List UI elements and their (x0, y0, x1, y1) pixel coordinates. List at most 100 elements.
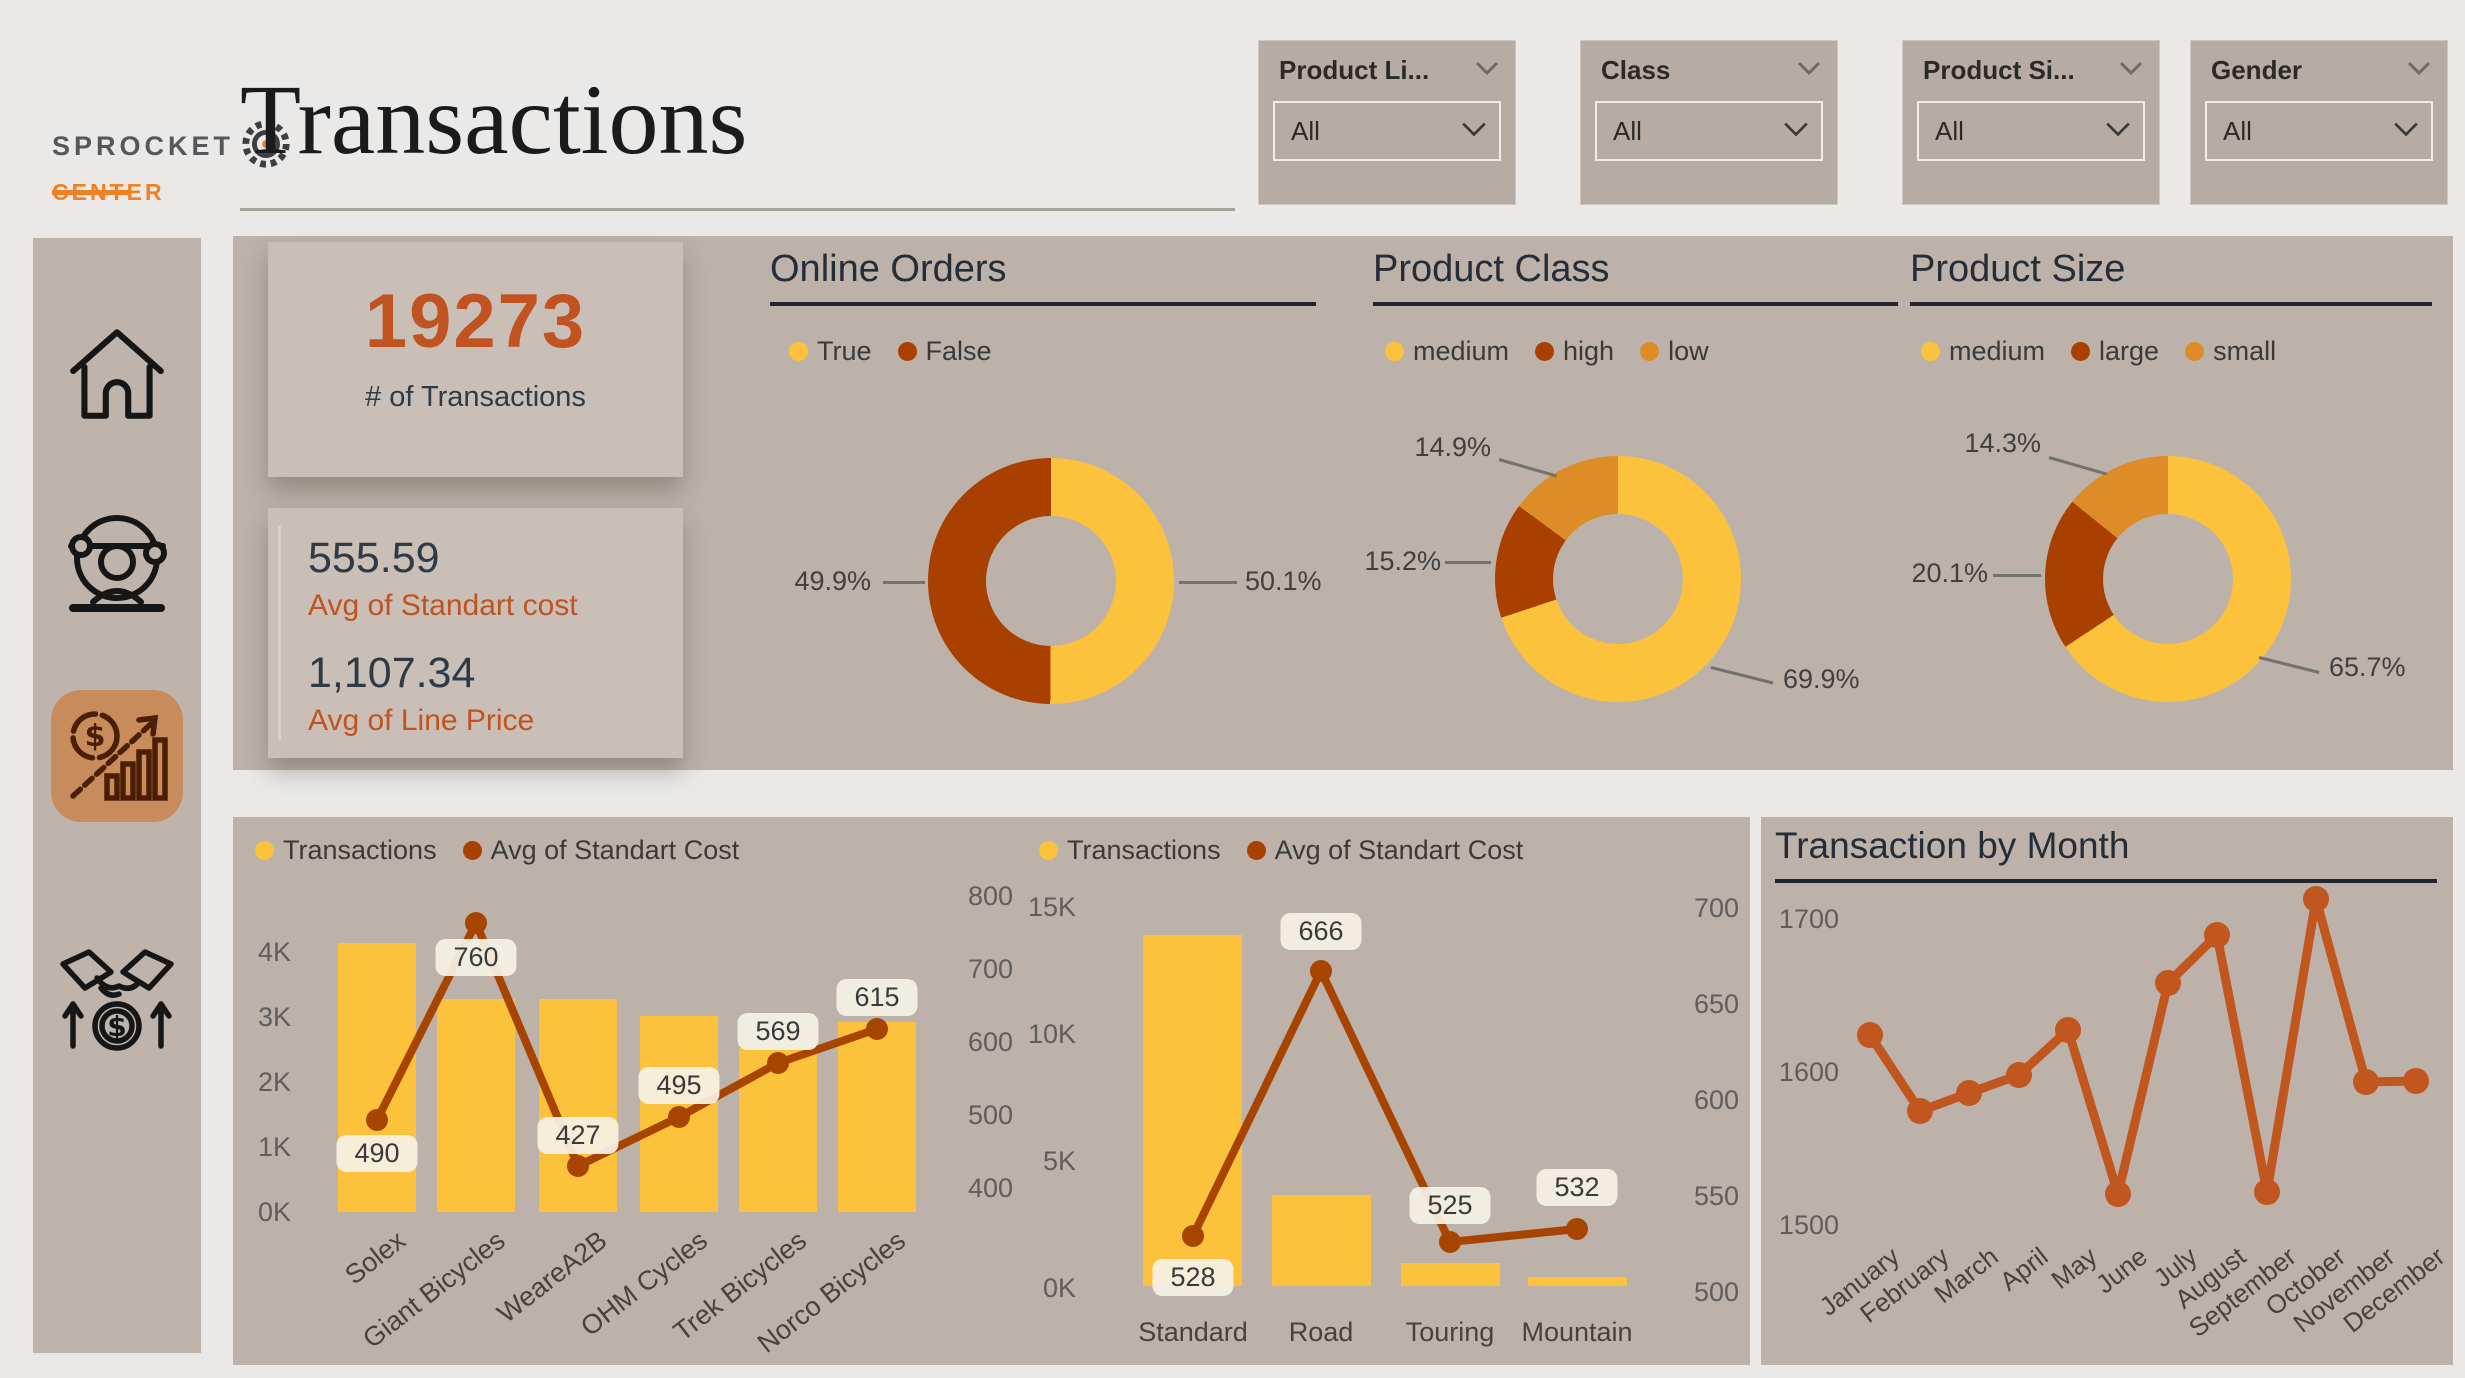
legend-label: medium (1949, 336, 2046, 366)
legend-dot-low (1640, 342, 1660, 361)
y-axis-tick: 0K (257, 1197, 291, 1227)
secondary-axis-tick: 600 (1693, 1085, 1739, 1115)
filter-dropdown[interactable]: All (1595, 101, 1823, 161)
bar-wearea2b[interactable] (539, 999, 617, 1212)
deal-handshake-icon[interactable]: $ (55, 938, 179, 1067)
online-orders-rule (770, 302, 1316, 306)
kpi-avg-standart-cost-value: 555.59 (308, 534, 440, 582)
product-class-title: Product Class (1373, 248, 1610, 290)
product-size-donut[interactable] (2045, 456, 2291, 702)
filter-class: Class All (1580, 40, 1838, 205)
data-label: 569 (737, 1013, 819, 1050)
y-axis-tick: 2K (257, 1067, 291, 1097)
chevron-down-icon[interactable] (2407, 61, 2431, 80)
secondary-axis-tick: 400 (967, 1173, 1013, 1203)
secondary-axis-tick: 650 (1693, 989, 1739, 1019)
month-label: June (2089, 1241, 2153, 1300)
y-axis-tick: 1500 (1778, 1210, 1839, 1240)
secondary-axis-tick: 550 (1693, 1181, 1739, 1211)
filter-dropdown[interactable]: All (1273, 101, 1501, 161)
legend-dot-transactions (255, 841, 274, 860)
legend-dot-medium (1385, 342, 1404, 361)
y-axis-tick: 1700 (1778, 904, 1839, 934)
filter-product-size: Product Si... All (1902, 40, 2160, 205)
y-axis-tick: 1K (257, 1132, 291, 1162)
chevron-down-icon (2393, 121, 2419, 142)
donut-callout: 50.1% (1245, 566, 1322, 596)
category-label: Touring (1405, 1317, 1495, 1347)
bar-ohm-cycles[interactable] (640, 1015, 718, 1212)
callout-line (1498, 458, 1558, 478)
callout-line (2048, 456, 2108, 476)
gear-icon (240, 118, 292, 175)
logo-text-top: SPROCKET (52, 131, 235, 161)
product-size-title: Product Size (1910, 248, 2126, 290)
logo-underline (52, 190, 130, 195)
data-label: 615 (836, 979, 918, 1016)
secondary-axis-tick: 500 (1693, 1277, 1739, 1307)
bar-trek-bicycles[interactable] (739, 1048, 817, 1212)
legend-dot-false (897, 342, 917, 361)
data-label: 490 (336, 1135, 418, 1172)
y-axis-tick: 15K (1027, 892, 1076, 922)
top-visuals-panel: 19273 # of Transactions 555.59 Avg of St… (233, 236, 2453, 770)
filter-label: Product Li... (1279, 55, 1430, 85)
chevron-down-icon[interactable] (1797, 61, 1821, 80)
filter-value: All (2223, 116, 2252, 146)
product-class-legend: medium high low (1385, 336, 1709, 367)
month-chart-panel: Transaction by Month 1700 1600 1500 January… (1761, 817, 2453, 1365)
bar-road[interactable] (1272, 1194, 1371, 1286)
legend-dot-avg-cost (1246, 841, 1266, 860)
month-label: April (1994, 1241, 2054, 1297)
legend-dot-small (2185, 342, 2205, 361)
y-axis-tick: 4K (257, 937, 291, 967)
kpi-transactions-label: # of Transactions (365, 381, 586, 413)
online-orders-donut[interactable] (928, 458, 1174, 704)
legend-dot-transactions (1039, 841, 1058, 860)
month-chart-title: Transaction by Month (1775, 825, 2130, 866)
kpi-transactions-card: 19273 # of Transactions (268, 242, 683, 477)
month-chart-rule (1775, 879, 2437, 883)
chevron-down-icon (1783, 121, 1809, 142)
callout-line (2258, 656, 2320, 674)
chevron-down-icon[interactable] (2119, 61, 2143, 80)
bar-giant-bicycles[interactable] (437, 999, 515, 1212)
filter-product-line: Product Li... All (1258, 40, 1516, 205)
secondary-axis-tick: 700 (1693, 893, 1739, 923)
kpi-avg-standart-cost-label: Avg of Standart cost (308, 589, 578, 622)
filter-value: All (1935, 116, 1964, 146)
combo-charts-panel: Transactions Avg of Standart Cost Transa… (233, 817, 1750, 1365)
legend-label: small (2213, 336, 2277, 366)
callout-line (1993, 574, 2041, 577)
bar-mountain[interactable] (1528, 1277, 1627, 1286)
customer-globe-icon[interactable] (57, 506, 177, 629)
product-line-chart-legend: Transactions Avg of Standart Cost (1039, 835, 1523, 866)
home-icon[interactable] (61, 318, 173, 435)
y-axis-tick: 3K (257, 1002, 291, 1032)
sales-growth-icon[interactable]: $ (51, 690, 183, 822)
bar-norco-bicycles[interactable] (838, 1022, 916, 1212)
kpi-avg-line-price-value: 1,107.34 (308, 649, 476, 697)
bar-touring[interactable] (1401, 1263, 1500, 1286)
y-axis-tick: 1600 (1778, 1057, 1839, 1087)
chevron-down-icon[interactable] (1475, 61, 1499, 80)
secondary-axis-tick: 500 (967, 1100, 1013, 1130)
legend-label: Transactions (283, 835, 437, 865)
donut-callout: 14.9% (1414, 432, 1491, 462)
secondary-axis-tick: 600 (967, 1027, 1013, 1057)
product-class-donut[interactable] (1495, 456, 1741, 702)
filter-dropdown[interactable]: All (1917, 101, 2145, 161)
donut-callout: 14.3% (1964, 428, 2041, 458)
legend-label: False (925, 336, 992, 366)
legend-dot-true (789, 342, 808, 361)
bar-standard[interactable] (1143, 935, 1242, 1286)
chevron-down-icon (1461, 121, 1487, 142)
filter-dropdown[interactable]: All (2205, 101, 2433, 161)
kpi-avg-line-price-label: Avg of Line Price (308, 704, 535, 737)
filter-label: Gender (2211, 55, 2303, 85)
filter-label: Product Si... (1923, 55, 2075, 85)
month-label: May (2045, 1241, 2103, 1295)
data-label: 525 (1409, 1187, 1491, 1224)
category-label: Road (1288, 1317, 1354, 1347)
svg-text:$: $ (85, 719, 106, 754)
